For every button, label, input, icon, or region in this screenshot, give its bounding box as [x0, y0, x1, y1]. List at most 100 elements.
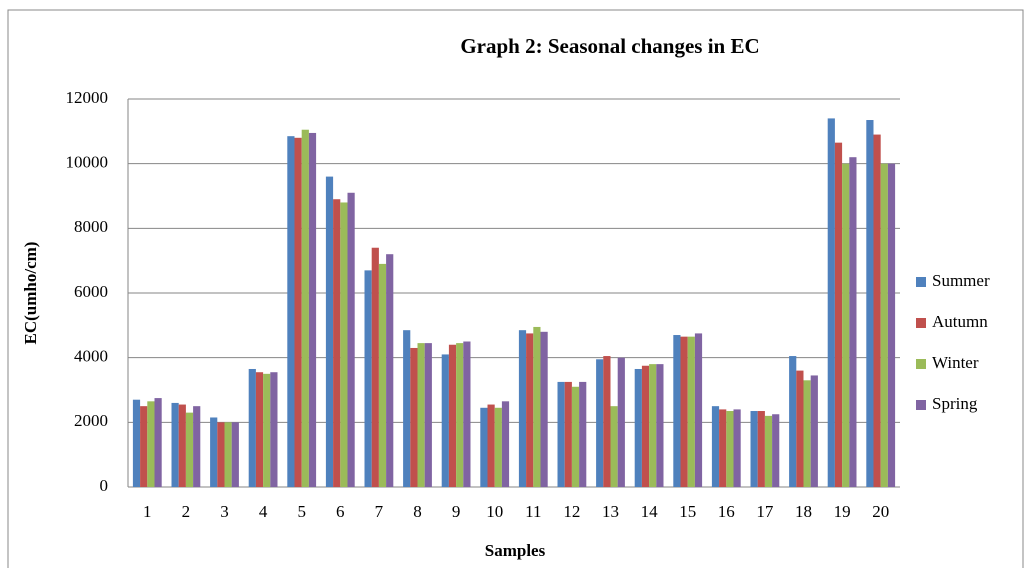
bar — [193, 406, 201, 487]
bar — [325, 176, 334, 487]
bar — [772, 414, 780, 487]
x-tick-label: 10 — [486, 502, 503, 521]
chart-title: Graph 2: Seasonal changes in EC — [460, 34, 759, 58]
bar — [501, 401, 510, 487]
y-tick-label: 8000 — [74, 217, 108, 236]
legend-label: Autumn — [932, 312, 988, 331]
bar — [849, 157, 857, 487]
legend-label: Winter — [932, 353, 979, 372]
bar — [294, 137, 302, 488]
x-tick-label: 17 — [756, 502, 774, 521]
bar — [694, 333, 703, 487]
bar — [603, 356, 611, 487]
bar — [764, 415, 773, 487]
bar — [287, 136, 295, 487]
y-axis-label: EC(umho/cm) — [21, 242, 40, 345]
bar — [308, 132, 317, 487]
legend-swatch — [916, 359, 926, 369]
x-tick-label: 6 — [336, 502, 345, 521]
bar — [463, 341, 471, 487]
bar — [347, 192, 355, 487]
bar — [649, 364, 657, 487]
bar — [680, 336, 688, 487]
y-tick-label: 4000 — [74, 347, 108, 366]
bar — [154, 398, 162, 487]
x-tick-label: 15 — [679, 502, 696, 521]
x-tick-label: 3 — [220, 502, 229, 521]
bar — [487, 404, 495, 487]
x-tick-label: 12 — [563, 502, 580, 521]
bar — [132, 399, 141, 487]
legend-swatch — [916, 277, 926, 287]
y-tick-label: 2000 — [74, 411, 108, 430]
x-tick-label: 19 — [834, 502, 851, 521]
bar — [480, 407, 488, 487]
bar — [726, 411, 734, 487]
legend-swatch — [916, 318, 926, 328]
x-axis-label: Samples — [485, 541, 546, 560]
bar — [270, 372, 278, 487]
bar — [417, 343, 425, 487]
y-tick-label: 10000 — [66, 153, 109, 172]
bar — [448, 344, 457, 487]
bar — [526, 333, 534, 487]
x-tick-label: 13 — [602, 502, 619, 521]
x-tick-label: 8 — [413, 502, 422, 521]
legend-swatch — [916, 400, 926, 410]
bar — [733, 409, 741, 487]
bar — [789, 356, 797, 487]
bar — [301, 129, 309, 487]
bar — [178, 404, 186, 487]
bar — [263, 373, 271, 487]
bar — [140, 406, 148, 487]
x-tick-label: 16 — [718, 502, 735, 521]
bar — [711, 406, 720, 487]
bar — [333, 199, 341, 487]
bar — [880, 163, 888, 487]
bar — [540, 331, 548, 487]
legend-label: Spring — [932, 394, 978, 413]
x-tick-label: 5 — [297, 502, 306, 521]
bar — [557, 381, 565, 487]
bar — [866, 120, 874, 488]
bar — [364, 270, 372, 487]
bar — [596, 359, 604, 487]
bar — [673, 335, 681, 487]
y-tick-label: 0 — [100, 476, 109, 495]
bar — [371, 247, 379, 487]
x-tick-label: 11 — [525, 502, 541, 521]
x-tick-label: 7 — [375, 502, 384, 521]
bar — [217, 422, 225, 487]
bar — [803, 380, 811, 487]
bar — [248, 368, 256, 487]
bar — [617, 357, 625, 487]
bar — [386, 254, 394, 487]
bar — [255, 372, 264, 487]
bar — [147, 401, 155, 487]
bar — [456, 343, 464, 487]
x-tick-label: 4 — [259, 502, 268, 521]
bar — [887, 163, 896, 487]
bar — [750, 411, 758, 487]
bar — [873, 134, 881, 488]
bar — [340, 202, 348, 487]
bar — [656, 364, 664, 487]
bar — [842, 163, 850, 487]
x-tick-label: 20 — [872, 502, 889, 521]
bar — [185, 412, 194, 487]
x-tick-label: 9 — [452, 502, 461, 521]
bar — [494, 407, 502, 487]
bar — [719, 409, 727, 487]
bar — [796, 370, 804, 487]
bar — [827, 118, 835, 488]
bar — [571, 386, 580, 487]
bar — [231, 422, 239, 487]
x-tick-label: 2 — [182, 502, 191, 521]
bar — [210, 417, 218, 487]
bar — [424, 343, 432, 487]
bar — [757, 411, 765, 487]
y-tick-label: 12000 — [66, 88, 109, 107]
bar — [518, 330, 527, 487]
legend-label: Summer — [932, 271, 990, 290]
